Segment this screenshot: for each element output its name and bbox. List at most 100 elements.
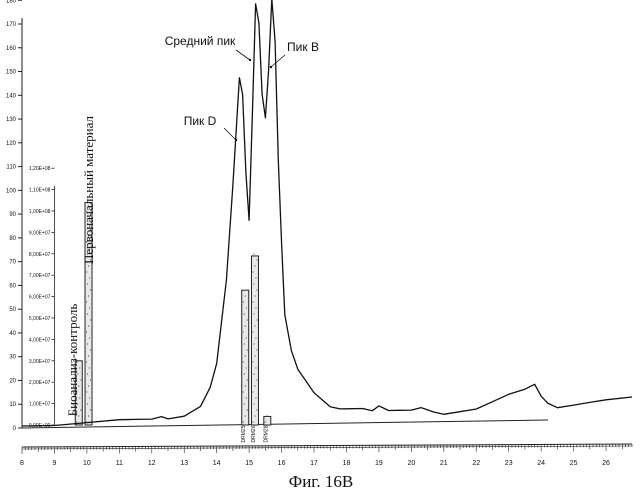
bar-stipple [89, 277, 90, 278]
bar-stipple [246, 367, 247, 368]
x-tick-label: 22 [472, 460, 480, 467]
bar-stipple [252, 271, 253, 272]
bar-stipple [76, 421, 77, 422]
bar-axis-label: 1,20E+08 [29, 166, 51, 172]
bar-stipple [254, 325, 255, 326]
bar-stipple [90, 409, 91, 410]
peak-annotation: Пик D [184, 114, 217, 128]
bar-axis-label: 9,00E+07 [29, 230, 51, 236]
bar-stipple [253, 253, 254, 254]
x-tick-label: 19 [375, 460, 383, 467]
bar-stipple [247, 379, 248, 380]
x-tick-label: 17 [310, 460, 318, 467]
bar-stipple [255, 307, 256, 308]
bar-stipple [87, 403, 88, 404]
y-tick-label: 10 [9, 402, 16, 408]
fraction-bar [264, 416, 271, 425]
bar-stipple [252, 331, 253, 332]
bar-stipple [267, 415, 268, 416]
x-tick-label: 14 [213, 460, 221, 467]
bar-stipple [255, 277, 256, 278]
bar-stipple [255, 367, 256, 368]
line-layer [22, 0, 632, 426]
bar-stipple [80, 379, 81, 380]
bar-axis-label: 1,00E+07 [29, 402, 51, 408]
bar-stipple [243, 421, 244, 422]
bar-stipple [245, 355, 246, 356]
bar-stipple [89, 397, 90, 398]
bar-axis-label: 2,00E+07 [29, 380, 51, 386]
annotation-arrowhead [270, 66, 272, 68]
fraction-bar [251, 256, 258, 425]
bar-stipple [252, 361, 253, 362]
vertical-sample-label: Биоанализ-контроль [65, 304, 80, 417]
bar-stipple [255, 337, 256, 338]
bar-stipple [247, 319, 248, 320]
bar-axis-label: 6,00E+07 [29, 295, 51, 301]
x-tick-label: 23 [505, 460, 513, 467]
x-tick-label: 15 [245, 460, 253, 467]
x-tick-label: 9 [52, 460, 56, 467]
bar-stipple [254, 385, 255, 386]
bar-stipple [80, 409, 81, 410]
bar-stipple [244, 403, 245, 404]
bar-stipple [87, 313, 88, 314]
bar-stipple [245, 325, 246, 326]
y-tick-label: 40 [9, 331, 16, 337]
bar-stipple [88, 325, 89, 326]
bars-layer [75, 199, 271, 425]
bar-axis-label: 8,00E+07 [29, 252, 51, 258]
fraction-label: DRM26 [251, 425, 257, 442]
y-tick-label: 20 [9, 378, 16, 384]
y-tick-label: 70 [9, 260, 16, 266]
x-tick-label: 24 [537, 460, 545, 467]
bar-stipple [253, 403, 254, 404]
bar-stipple [88, 385, 89, 386]
fraction-label: DRM28 [263, 425, 269, 442]
bar-stipple [254, 355, 255, 356]
y-tick-label: 160 [6, 46, 17, 52]
bar-stipple [254, 415, 255, 416]
fraction-label: DRM25 [241, 425, 247, 442]
bar-stipple [90, 379, 91, 380]
bar-stipple [86, 301, 87, 302]
y-tick-label: 140 [6, 93, 17, 99]
bar-stipple [252, 421, 253, 422]
x-tick-label: 18 [343, 460, 351, 467]
annotation-arrow [224, 128, 236, 140]
bar-stipple [254, 295, 255, 296]
bar-stipple [244, 313, 245, 314]
bar-stipple [253, 343, 254, 344]
annotation-arrowhead [235, 139, 237, 141]
bar-stipple [86, 361, 87, 362]
bar-stipple [87, 283, 88, 284]
bar-stipple [256, 319, 257, 320]
bar-stipple [90, 349, 91, 350]
bar-stipple [252, 391, 253, 392]
bar-stipple [244, 343, 245, 344]
bar-stipple [87, 343, 88, 344]
bar-stipple [86, 391, 87, 392]
bar-axis-label: 4,00E+07 [29, 337, 51, 343]
bar-stipple [256, 349, 257, 350]
bar-axis-label: 3,00E+07 [29, 359, 51, 365]
bar-stipple [89, 307, 90, 308]
x-tick-label: 8 [20, 460, 24, 467]
bar-stipple [89, 367, 90, 368]
bar-stipple [243, 391, 244, 392]
fraction-bar [242, 290, 249, 425]
x-tick-label: 25 [570, 460, 578, 467]
annotation-arrowhead [249, 59, 251, 61]
bar-stipple [253, 313, 254, 314]
x-tick-label: 13 [180, 460, 188, 467]
bar-stipple [243, 331, 244, 332]
peak-annotation: Пик B [287, 40, 319, 54]
y-tick-label: 60 [9, 283, 16, 289]
y-tick-label: 100 [6, 188, 17, 194]
annotation-arrow [271, 55, 285, 67]
y-tick-label: 120 [6, 141, 17, 147]
bar-stipple [254, 265, 255, 266]
peak-annotation: Средний пик [165, 34, 236, 48]
x-tick-label: 12 [148, 460, 156, 467]
